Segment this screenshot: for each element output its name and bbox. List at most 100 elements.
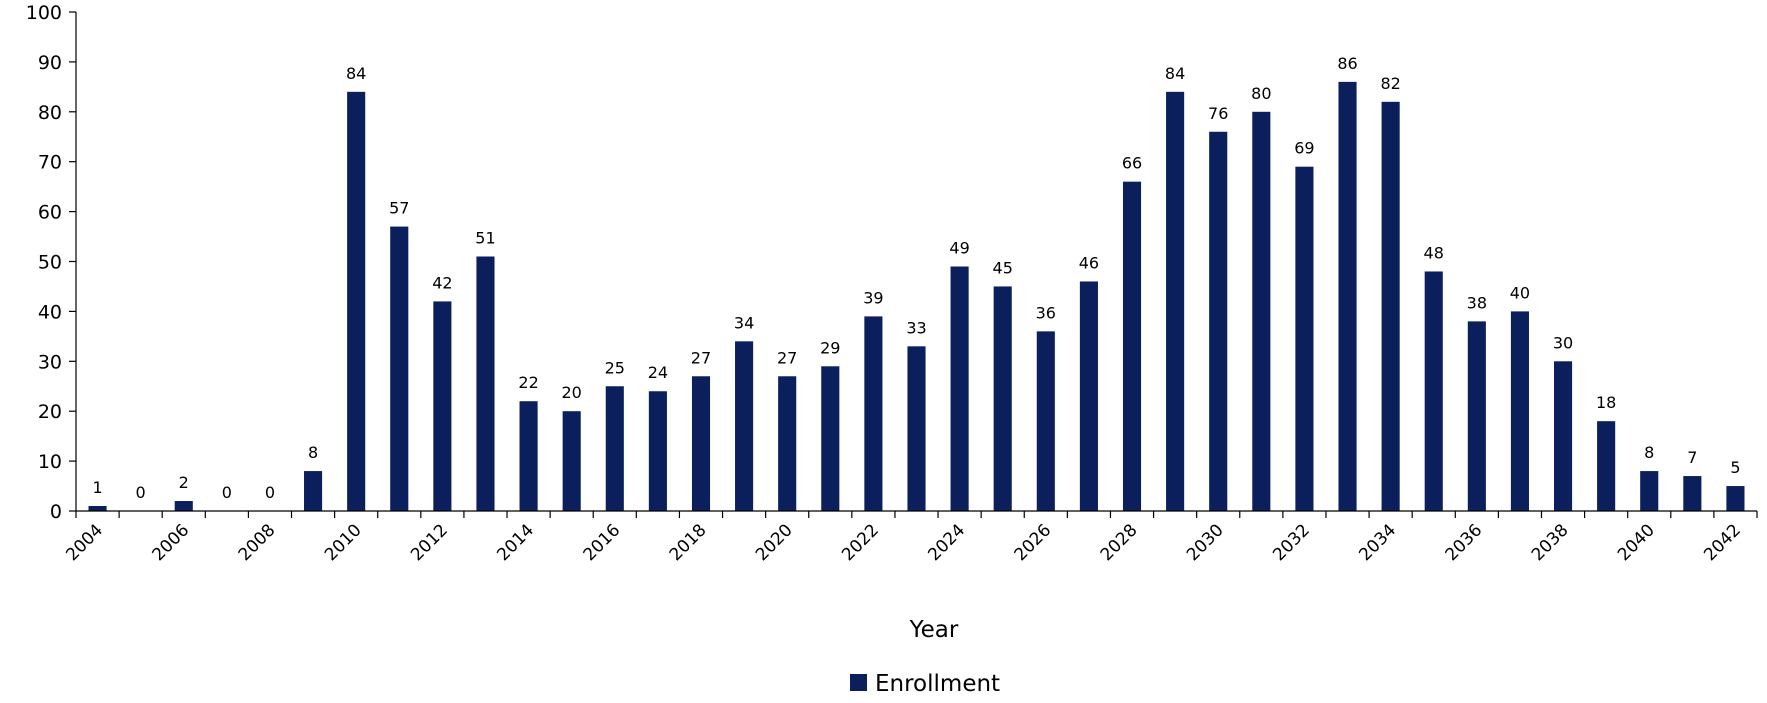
x-tick-label: 2026 bbox=[1011, 520, 1056, 565]
data-label: 42 bbox=[432, 273, 452, 292]
bar bbox=[433, 301, 452, 511]
y-tick-label: 100 bbox=[26, 2, 62, 24]
bar bbox=[1122, 181, 1142, 511]
y-tick-label: 30 bbox=[38, 351, 62, 373]
x-tick-label: 2004 bbox=[62, 520, 107, 565]
data-label: 30 bbox=[1553, 333, 1573, 352]
data-label: 5 bbox=[1730, 458, 1740, 477]
bar bbox=[1381, 101, 1400, 511]
bars bbox=[88, 81, 1745, 512]
data-label: 48 bbox=[1424, 243, 1444, 262]
data-label: 51 bbox=[475, 229, 495, 248]
x-tick-label: 2030 bbox=[1183, 520, 1228, 565]
bar bbox=[1424, 271, 1443, 511]
y-tick-label: 20 bbox=[38, 401, 62, 423]
x-tick-label: 2042 bbox=[1700, 520, 1745, 565]
data-label: 40 bbox=[1510, 283, 1530, 302]
y-tick-label: 70 bbox=[38, 152, 62, 174]
x-tick-label: 2012 bbox=[407, 520, 452, 565]
x-tick-label: 2024 bbox=[924, 520, 969, 565]
x-tick-label: 2040 bbox=[1614, 520, 1659, 565]
data-label: 27 bbox=[691, 348, 711, 367]
y-tick-label: 50 bbox=[38, 252, 62, 274]
x-tick-label: 2020 bbox=[752, 520, 797, 565]
bar bbox=[1079, 281, 1098, 511]
bar bbox=[562, 411, 581, 511]
bar bbox=[1726, 486, 1745, 511]
bar bbox=[1166, 91, 1185, 511]
bar bbox=[1683, 476, 1702, 511]
bar bbox=[1295, 166, 1314, 511]
bar bbox=[950, 266, 969, 511]
x-tick-label: 2014 bbox=[493, 520, 538, 565]
data-label: 82 bbox=[1380, 74, 1400, 93]
bar bbox=[1252, 111, 1271, 512]
bar bbox=[347, 91, 366, 511]
bar bbox=[778, 376, 797, 511]
x-tick-label: 2010 bbox=[321, 520, 366, 565]
legend-label: Enrollment bbox=[875, 671, 1000, 697]
bar bbox=[1510, 311, 1529, 511]
data-label: 84 bbox=[346, 64, 366, 83]
data-label: 66 bbox=[1122, 154, 1142, 173]
bar bbox=[519, 401, 538, 511]
bar bbox=[1553, 361, 1573, 511]
data-label: 22 bbox=[518, 373, 538, 392]
data-label: 84 bbox=[1165, 64, 1185, 83]
bar bbox=[648, 391, 667, 511]
data-label: 8 bbox=[308, 443, 318, 462]
bar bbox=[174, 501, 193, 511]
data-label: 76 bbox=[1208, 104, 1228, 123]
x-tick-label: 2038 bbox=[1528, 520, 1573, 565]
data-label: 49 bbox=[949, 238, 969, 257]
data-label: 2 bbox=[179, 473, 189, 492]
bar bbox=[821, 366, 840, 511]
data-label: 0 bbox=[222, 483, 232, 502]
data-label: 45 bbox=[993, 258, 1013, 277]
data-label: 7 bbox=[1687, 448, 1697, 467]
bar bbox=[864, 316, 883, 511]
x-tick-label: 2022 bbox=[838, 520, 883, 565]
bar bbox=[691, 376, 711, 511]
data-label: 20 bbox=[561, 383, 581, 402]
bar bbox=[907, 346, 926, 511]
y-tick-label: 90 bbox=[38, 52, 62, 74]
bar bbox=[1036, 331, 1055, 511]
bar bbox=[1209, 131, 1228, 511]
legend-swatch bbox=[850, 674, 867, 691]
data-label: 24 bbox=[648, 363, 668, 382]
data-label: 33 bbox=[906, 318, 926, 337]
data-label: 29 bbox=[820, 338, 840, 357]
bar bbox=[88, 506, 107, 511]
data-label: 38 bbox=[1467, 293, 1487, 312]
data-label: 27 bbox=[777, 348, 797, 367]
bar bbox=[605, 386, 624, 511]
data-label: 1 bbox=[92, 478, 102, 497]
y-tick-label: 40 bbox=[38, 301, 62, 323]
bar bbox=[993, 286, 1012, 511]
x-tick-label: 2018 bbox=[666, 520, 711, 565]
x-tick-label: 2008 bbox=[235, 520, 280, 565]
data-label: 34 bbox=[734, 313, 754, 332]
legend: Enrollment bbox=[850, 671, 1000, 697]
data-label: 57 bbox=[389, 199, 409, 218]
data-label: 8 bbox=[1644, 443, 1654, 462]
y-tick-label: 60 bbox=[38, 202, 62, 224]
y-tick-label: 0 bbox=[50, 501, 62, 523]
bar bbox=[390, 226, 409, 511]
bar bbox=[476, 256, 495, 511]
x-tick-label: 2028 bbox=[1097, 520, 1142, 565]
x-axis: 2004 2006 2008 2010 2012 2014 2016 2018 2020 2022… bbox=[62, 510, 1758, 565]
x-tick-label: 2032 bbox=[1269, 520, 1314, 565]
data-label: 39 bbox=[863, 288, 883, 307]
bar bbox=[1467, 321, 1486, 511]
data-label: 18 bbox=[1596, 393, 1616, 412]
data-label: 69 bbox=[1294, 139, 1314, 158]
bar bbox=[1640, 471, 1659, 511]
bar bbox=[735, 341, 754, 511]
x-tick-label: 2006 bbox=[149, 520, 194, 565]
y-axis: 0 10 20 30 40 50 60 70 80 90 100 bbox=[26, 2, 77, 523]
